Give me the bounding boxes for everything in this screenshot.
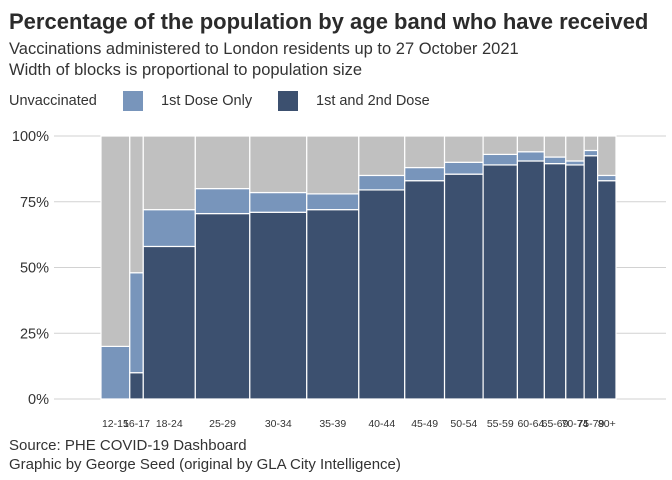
bar-segment — [597, 135, 617, 177]
legend: Unvaccinated 1st Dose Only 1st and 2nd D… — [9, 88, 609, 114]
bar-segment — [516, 135, 545, 153]
x-tick-label: 18-24 — [156, 418, 183, 430]
bar-segment — [583, 135, 599, 152]
bar-segment — [404, 166, 446, 182]
legend-label-unvaccinated: Unvaccinated — [9, 93, 97, 109]
bar-segment — [129, 372, 144, 400]
bar-segment — [404, 180, 446, 400]
bar-segment — [249, 135, 308, 194]
x-tick-label: 45-49 — [411, 418, 438, 430]
x-tick-label: 50-54 — [450, 418, 477, 430]
bar-segment — [142, 209, 196, 248]
legend-item-unvaccinated: Unvaccinated — [9, 88, 97, 114]
legend-label-1st-and-2nd-dose: 1st and 2nd Dose — [316, 93, 430, 109]
x-tick-label: 80+ — [598, 418, 616, 430]
y-tick-label: 50% — [20, 261, 49, 277]
bar-segment — [443, 161, 484, 175]
bar-segment — [482, 135, 519, 156]
bar-segment — [597, 180, 617, 400]
bar-segment — [306, 209, 360, 400]
bar-segment — [142, 245, 196, 400]
bar-segment — [443, 173, 484, 400]
y-tick-label: 0% — [28, 392, 49, 408]
bar-segment — [306, 193, 360, 211]
bar-segment — [358, 189, 406, 400]
bar-segment — [583, 149, 599, 157]
x-tick-label: 25-29 — [209, 418, 236, 430]
bar-segment — [100, 345, 131, 400]
bar-segment — [142, 135, 196, 211]
x-tick-label: 70-74 — [562, 418, 589, 430]
legend-item-1st-and-2nd-dose: 1st and 2nd Dose — [278, 88, 430, 114]
x-tick-label: 75-79 — [577, 418, 604, 430]
bar-segment — [443, 135, 484, 163]
chart-subtitle-line1: Vaccinations administered to London resi… — [9, 40, 519, 58]
y-tick-label: 25% — [20, 326, 49, 342]
bar-segment — [129, 135, 144, 274]
x-tick-label: 16-17 — [123, 418, 150, 430]
legend-label-1st-dose-only: 1st Dose Only — [161, 93, 253, 109]
x-tick-label: 65-69 — [542, 418, 569, 430]
bar-segment — [583, 155, 599, 400]
bar-segment — [194, 212, 251, 400]
y-tick-label: 100% — [12, 129, 49, 145]
bar-segment — [249, 211, 308, 400]
bar-segment — [482, 164, 519, 400]
bar-segment — [482, 153, 519, 166]
bar-segment — [516, 151, 545, 162]
chart-title: Percentage of the population by age band… — [9, 9, 649, 34]
bar-segment — [565, 135, 585, 162]
bar-segment — [404, 135, 446, 169]
bar-segment — [543, 156, 567, 165]
bar-segment — [358, 174, 406, 191]
x-tick-label: 35-39 — [319, 418, 346, 430]
bar-segment — [129, 272, 144, 374]
bar-segment — [597, 174, 617, 182]
legend-item-1st-dose-only: 1st Dose Only — [123, 88, 252, 114]
bar-segment — [194, 135, 251, 190]
bar-segment — [306, 135, 360, 195]
y-tick-label: 75% — [20, 195, 49, 211]
x-tick-label: 60-64 — [517, 418, 544, 430]
legend-swatch-1st-and-2nd-dose — [278, 91, 298, 111]
x-tick-label: 40-44 — [368, 418, 395, 430]
caption-credit: Graphic by George Seed (original by GLA … — [9, 456, 401, 473]
bar-segment — [543, 163, 567, 400]
x-tick-label: 55-59 — [487, 418, 514, 430]
chart-subtitle-line2: Width of blocks is proportional to popul… — [9, 61, 363, 79]
legend-swatch-1st-dose-only — [123, 91, 143, 111]
bar-segment — [565, 164, 585, 400]
bar-segment — [516, 160, 545, 400]
bar-segment — [543, 135, 567, 158]
bar-segment — [358, 135, 406, 177]
caption-source: Source: PHE COVID-19 Dashboard — [9, 437, 247, 454]
bar-segment — [100, 135, 131, 347]
x-tick-label: 12-15 — [102, 418, 129, 430]
x-tick-label: 30-34 — [265, 418, 292, 430]
bar-segment — [249, 191, 308, 213]
bar-segment — [194, 188, 251, 215]
